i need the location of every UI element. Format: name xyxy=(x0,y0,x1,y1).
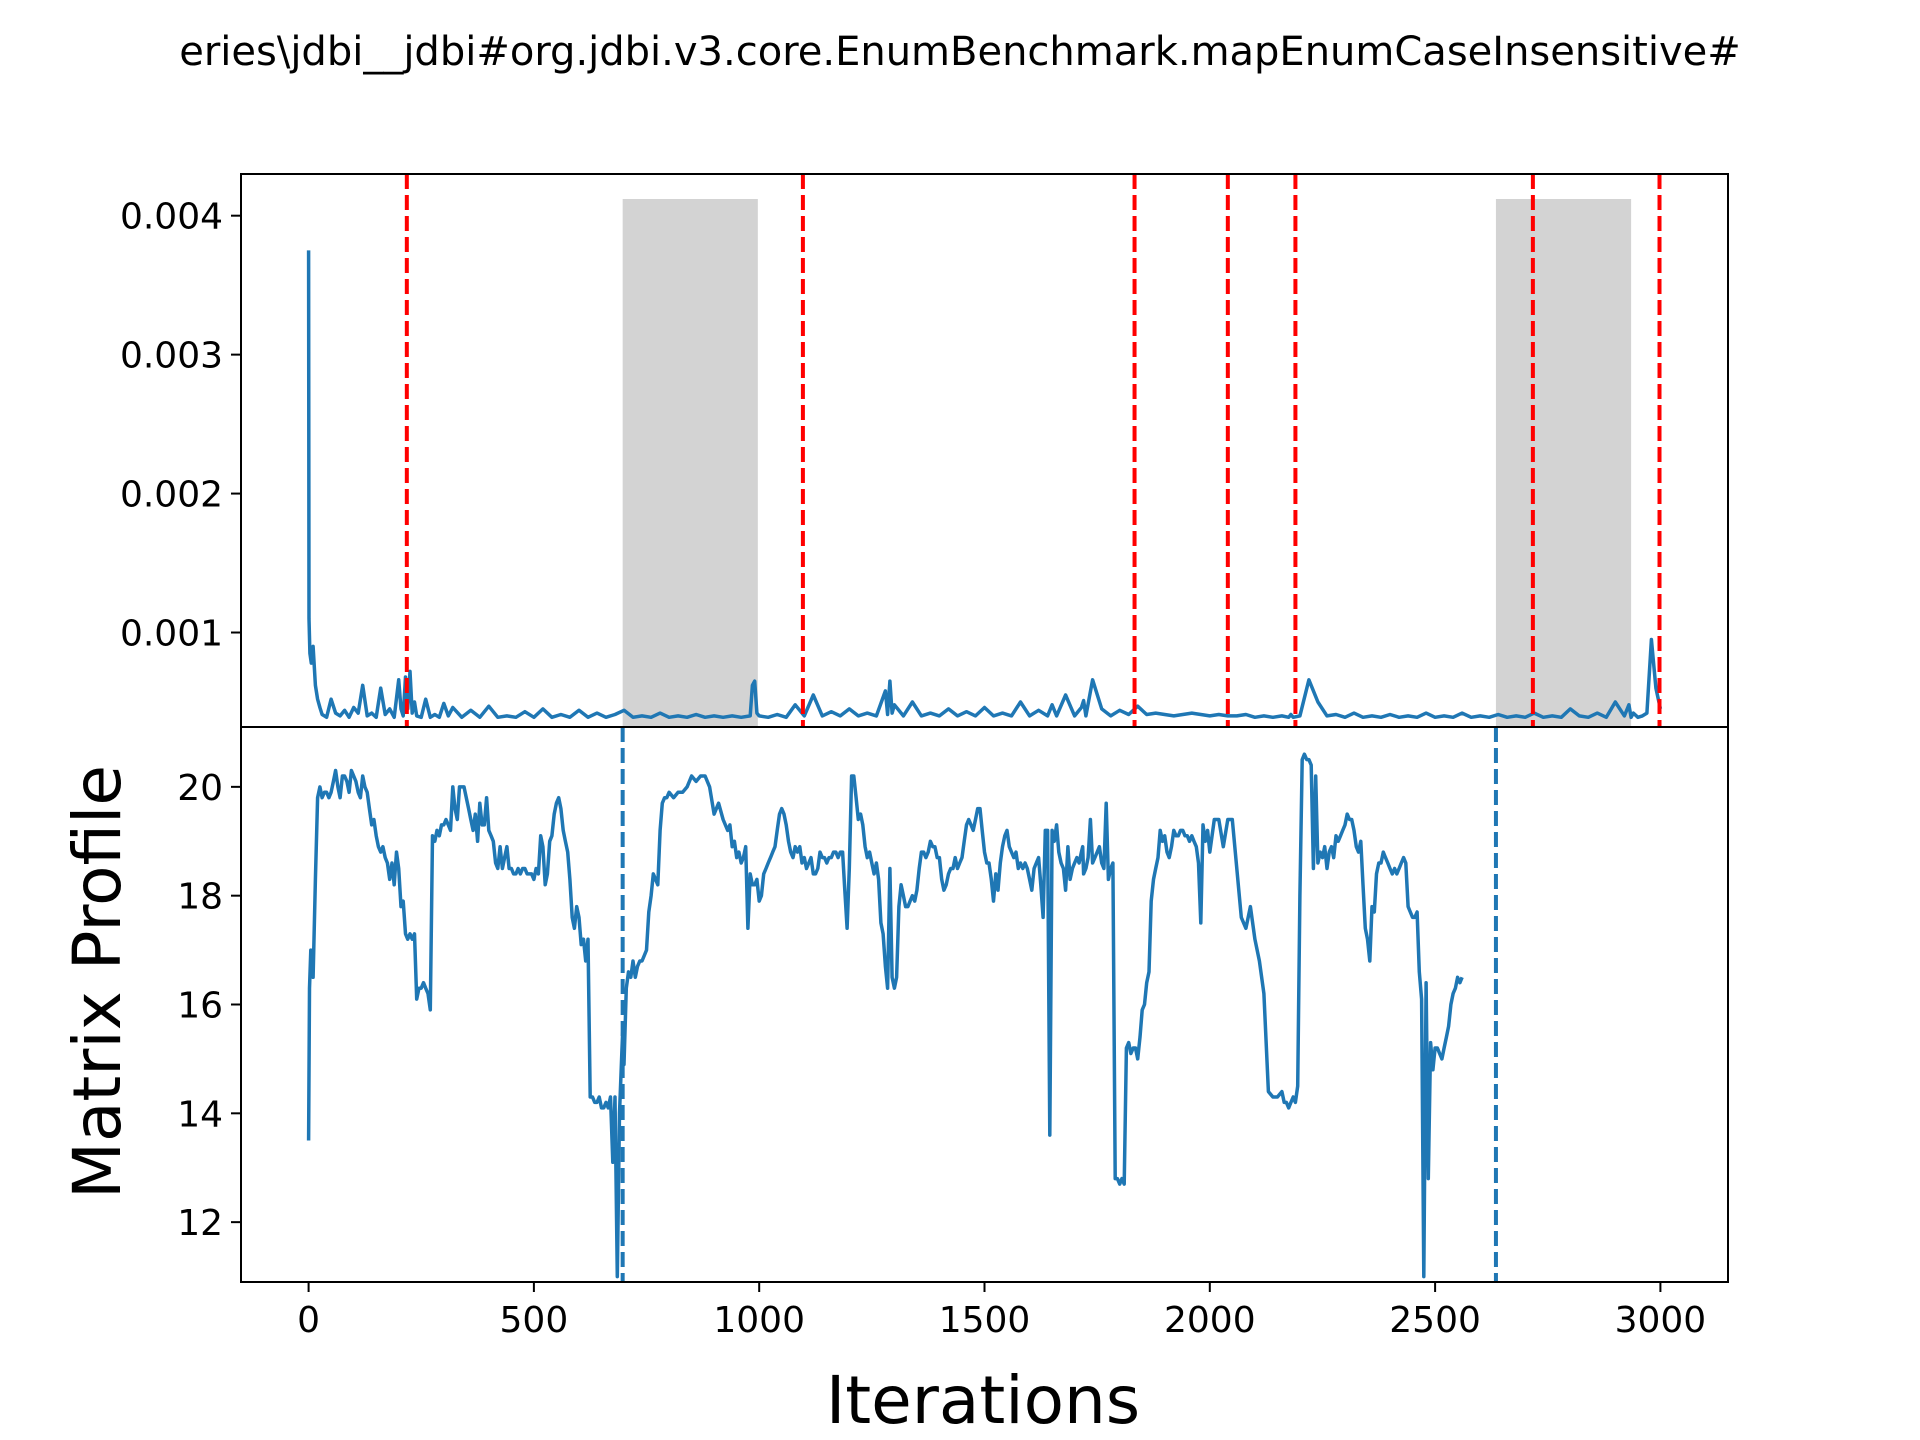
shaded-region-1 xyxy=(1495,199,1632,727)
x-tick-label-0: 0 xyxy=(297,1300,320,1341)
x-tick-label-2: 1000 xyxy=(713,1300,805,1341)
timeseries-line xyxy=(306,250,1663,720)
y-axis-label: Matrix Profile xyxy=(59,765,136,1199)
shaded-region-0 xyxy=(622,199,758,727)
y-tick-label-1-4: 20 xyxy=(177,768,223,809)
y-tick-label-0-0: 0.001 xyxy=(120,614,223,655)
axes-frame-1 xyxy=(240,726,1729,1283)
x-tick-label-5: 2500 xyxy=(1389,1300,1481,1341)
y-tick-label-0-2: 0.003 xyxy=(120,336,223,377)
y-tick-label-1-2: 16 xyxy=(177,986,223,1027)
x-tick-label-1: 500 xyxy=(500,1300,569,1341)
x-tick-label-6: 3000 xyxy=(1615,1300,1707,1341)
matrix-profile-line xyxy=(306,752,1464,1279)
bottom-panel: 12 14 16 18 20 0 500 1000 1500 2000 2500 3000 xyxy=(177,726,1729,1341)
chart-title: eries\jdbi__jdbi#org.jdbi.v3.core.EnumBe… xyxy=(179,29,1741,75)
y-tick-label-0-3: 0.004 xyxy=(120,197,223,238)
y-tick-label-1-1: 14 xyxy=(177,1094,223,1135)
y-tick-label-1-0: 12 xyxy=(177,1203,223,1244)
y-tick-label-1-3: 18 xyxy=(177,877,223,918)
x-axis-label: Iterations xyxy=(826,1362,1140,1439)
x-tick-label-4: 2000 xyxy=(1164,1300,1256,1341)
x-tick-label-3: 1500 xyxy=(939,1300,1031,1341)
top-panel: 0.001 0.002 0.003 0.004 xyxy=(120,173,1729,728)
y-tick-label-0-1: 0.002 xyxy=(120,475,223,516)
